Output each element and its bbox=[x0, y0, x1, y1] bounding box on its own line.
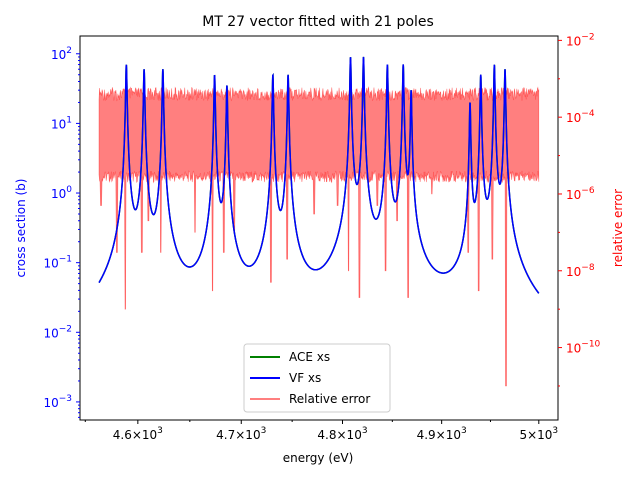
relative-error-series bbox=[98, 86, 540, 387]
vf-xs-series bbox=[98, 56, 540, 294]
legend-label-relative-error: Relative error bbox=[289, 392, 370, 406]
y-right-tick-label-0: 10−10 bbox=[566, 340, 601, 356]
legend-label-ace: ACE xs bbox=[289, 350, 330, 364]
plot-frame bbox=[79, 35, 559, 421]
x-tick-label-1: 4.7×103 bbox=[216, 426, 266, 442]
vf-xs-line bbox=[98, 56, 540, 294]
x-axis-label: energy (eV) bbox=[283, 451, 354, 465]
relative-error-band bbox=[98, 86, 540, 387]
chart-title: MT 27 vector fitted with 21 poles bbox=[202, 14, 434, 30]
y-axis-left-label: cross section (b) bbox=[14, 179, 28, 278]
y-left-tick-label-0: 10−3 bbox=[43, 394, 72, 410]
legend: ACE xs VF xs Relative error bbox=[243, 343, 391, 413]
y-left-tick-label-3: 100 bbox=[51, 185, 72, 201]
y-right-tick-label-2: 10−6 bbox=[566, 186, 595, 202]
legend-box bbox=[243, 343, 391, 413]
y-left-tick-label-4: 101 bbox=[51, 115, 72, 131]
y-left-tick-label-5: 102 bbox=[51, 46, 72, 62]
y-left-tick-label-1: 10−2 bbox=[43, 324, 72, 340]
y-axis-right-label: relative error bbox=[611, 189, 625, 267]
x-tick-label-2: 4.8×103 bbox=[317, 426, 367, 442]
x-tick-label-0: 4.6×103 bbox=[113, 426, 163, 442]
plot-area bbox=[79, 35, 559, 421]
legend-label-vf: VF xs bbox=[289, 371, 321, 385]
y-right-tick-label-1: 10−8 bbox=[566, 263, 595, 279]
y-left-tick-label-2: 10−1 bbox=[43, 255, 72, 271]
x-tick-label-3: 4.9×103 bbox=[417, 426, 467, 442]
y-axis-left: 10−3 10−2 10−1 100 101 102 bbox=[43, 46, 80, 418]
y-right-tick-label-4: 10−2 bbox=[566, 32, 595, 48]
y-axis-right: 10−10 10−8 10−6 10−4 10−2 bbox=[558, 32, 601, 387]
x-axis: 4.6×103 4.7×103 4.8×103 4.9×103 5×103 bbox=[84, 420, 558, 442]
x-tick-label-4: 5×103 bbox=[519, 426, 558, 442]
y-right-tick-label-3: 10−4 bbox=[566, 109, 595, 125]
